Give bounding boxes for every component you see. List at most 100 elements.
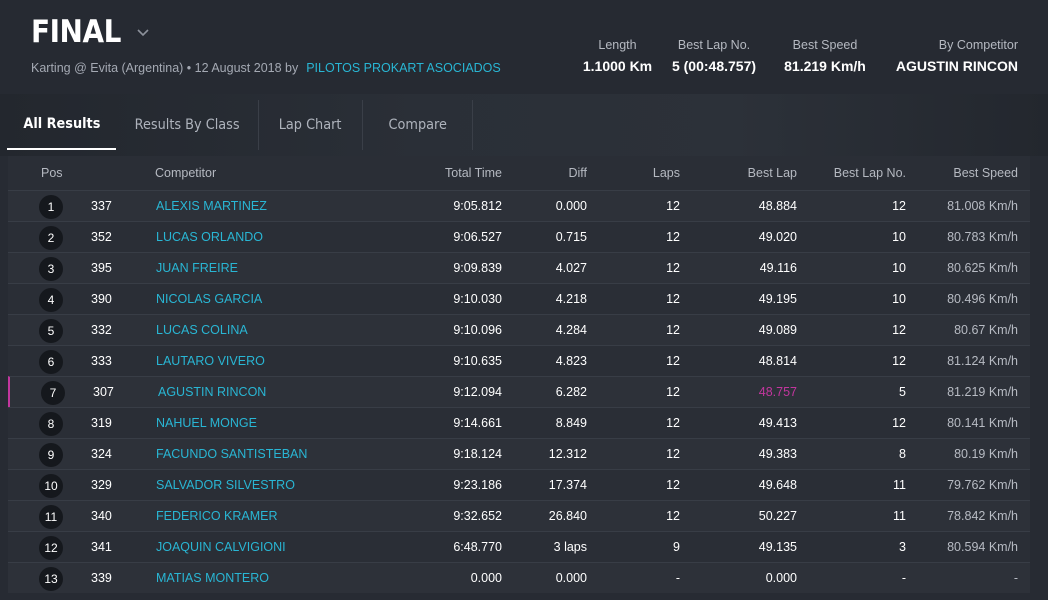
best-lap-no: 10 [892, 292, 906, 306]
col-competitor[interactable]: Competitor [155, 166, 217, 180]
col-laps[interactable]: Laps [652, 166, 680, 180]
laps: 12 [666, 230, 680, 244]
best-lap: 49.135 [758, 540, 797, 554]
tab-label: Compare [388, 117, 447, 133]
tab-label: All Results [22, 116, 101, 132]
table-row[interactable]: 12 341 JOAQUIN CALVIGIONI 6:48.770 3 laps 9 49… [8, 531, 1030, 562]
total-time: 9:10.030 [453, 292, 502, 306]
total-time: 9:14.661 [453, 416, 502, 430]
col-total-time[interactable]: Total Time [445, 166, 502, 180]
best-lap: 49.020 [758, 230, 797, 244]
best-speed: 80.67 Km/h [954, 323, 1018, 337]
kart-number: 340 [91, 509, 112, 523]
laps: 12 [666, 385, 680, 399]
kart-number: 390 [91, 292, 112, 306]
diff: 4.218 [555, 292, 587, 306]
best-speed: 80.19 Km/h [954, 447, 1018, 461]
stat-label: By Competitor [938, 38, 1018, 52]
best-lap-no: 10 [892, 230, 906, 244]
best-speed: 80.594 Km/h [947, 540, 1018, 554]
table-row[interactable]: 9 324 FACUNDO SANTISTEBAN 9:18.124 12.312 12 4… [8, 438, 1030, 469]
competitor-link[interactable]: NICOLAS GARCIA [156, 292, 263, 306]
title-row[interactable]: FINAL [31, 14, 151, 50]
table-row[interactable]: 5 332 LUCAS COLINA 9:10.096 4.284 12 49.089 12 8… [8, 314, 1030, 345]
tab-compare[interactable]: Compare [363, 100, 473, 150]
position-badge: 9 [39, 443, 63, 467]
competitor-link[interactable]: LUCAS ORLANDO [156, 230, 263, 244]
table-row[interactable]: 1 337 ALEXIS MARTINEZ 9:05.812 0.000 12 48.884… [8, 190, 1030, 221]
competitor-link[interactable]: SALVADOR SILVESTRO [156, 478, 295, 492]
tab-results-by-class[interactable]: Results By Class [116, 100, 259, 150]
stat-best-lap-no: Best Lap No. 5 (00:48.757) [664, 38, 764, 74]
best-speed: 81.219 Km/h [947, 385, 1018, 399]
diff: 6.282 [555, 385, 587, 399]
position-badge: 13 [39, 567, 63, 591]
best-speed: 80.141 Km/h [947, 416, 1018, 430]
best-speed: 78.842 Km/h [947, 509, 1018, 523]
stat-value: 5 (00:48.757) [671, 58, 757, 74]
col-diff[interactable]: Diff [568, 166, 587, 180]
chevron-down-icon[interactable] [135, 24, 151, 40]
total-time: 9:18.124 [453, 447, 502, 461]
best-speed: 80.496 Km/h [947, 292, 1018, 306]
best-lap-no: 5 [899, 385, 906, 399]
table-row[interactable]: 7 307 AGUSTIN RINCON 9:12.094 6.282 12 48.757 5… [8, 376, 1030, 407]
total-time: 0.000 [470, 571, 502, 585]
table-header: Pos Competitor Total Time Diff Laps Best… [8, 156, 1030, 190]
laps: 12 [666, 354, 680, 368]
kart-number: 307 [93, 385, 114, 399]
table-row[interactable]: 13 339 MATIAS MONTERO 0.000 0.000 - 0.000 - - [8, 562, 1030, 593]
col-best-lap[interactable]: Best Lap [747, 166, 797, 180]
stat-value: 81.219 Km/h [784, 58, 866, 74]
best-lap: 48.884 [758, 199, 797, 213]
kart-number: 333 [91, 354, 112, 368]
kart-number: 329 [91, 478, 112, 492]
tab-label: Results By Class [134, 117, 240, 133]
col-best-lap-no[interactable]: Best Lap No. [833, 166, 906, 180]
best-lap-no: 8 [899, 447, 906, 461]
best-lap: 0.000 [765, 571, 797, 585]
competitor-link[interactable]: ALEXIS MARTINEZ [156, 199, 267, 213]
table-body: 1 337 ALEXIS MARTINEZ 9:05.812 0.000 12 48.884… [8, 190, 1030, 593]
table-row[interactable]: 4 390 NICOLAS GARCIA 9:10.030 4.218 12 49.195 1… [8, 283, 1030, 314]
col-best-speed[interactable]: Best Speed [953, 166, 1018, 180]
competitor-link[interactable]: AGUSTIN RINCON [158, 385, 267, 399]
diff: 3 laps [553, 540, 587, 554]
diff: 0.000 [555, 199, 587, 213]
laps: 12 [666, 323, 680, 337]
organizer-link[interactable]: PILOTOS PROKART ASOCIADOS [306, 61, 501, 75]
laps: 9 [673, 540, 680, 554]
total-time: 9:10.635 [453, 354, 502, 368]
table-row[interactable]: 2 352 LUCAS ORLANDO 9:06.527 0.715 12 49.020 10… [8, 221, 1030, 252]
tab-all-results[interactable]: All Results [7, 100, 116, 150]
diff: 4.823 [555, 354, 587, 368]
table-row[interactable]: 8 319 NAHUEL MONGE 9:14.661 8.849 12 49.413 12 8… [8, 407, 1030, 438]
tab-label: Lap Chart [279, 117, 342, 133]
tab-lap-chart[interactable]: Lap Chart [259, 100, 363, 150]
competitor-link[interactable]: FACUNDO SANTISTEBAN [156, 447, 308, 461]
results-tabs: All Results Results By Class Lap Chart C… [0, 100, 473, 150]
competitor-link[interactable]: NAHUEL MONGE [156, 416, 257, 430]
laps: - [675, 571, 680, 585]
competitor-link[interactable]: LAUTARO VIVERO [156, 354, 265, 368]
position-badge: 4 [39, 288, 63, 312]
best-lap: 49.089 [758, 323, 797, 337]
results-table: Pos Competitor Total Time Diff Laps Best… [8, 156, 1030, 593]
table-row[interactable]: 11 340 FEDERICO KRAMER 9:32.652 26.840 12 50.2… [8, 500, 1030, 531]
competitor-link[interactable]: MATIAS MONTERO [156, 571, 269, 585]
table-row[interactable]: 10 329 SALVADOR SILVESTRO 9:23.186 17.374 12 4… [8, 469, 1030, 500]
competitor-link[interactable]: JUAN FREIRE [156, 261, 238, 275]
competitor-link[interactable]: LUCAS COLINA [156, 323, 248, 337]
total-time: 9:09.839 [453, 261, 502, 275]
table-row[interactable]: 6 333 LAUTARO VIVERO 9:10.635 4.823 12 48.814 1… [8, 345, 1030, 376]
competitor-link[interactable]: JOAQUIN CALVIGIONI [156, 540, 286, 554]
best-speed: 81.008 Km/h [947, 199, 1018, 213]
header: FINAL Karting @ Evita (Argentina) • 12 A… [0, 0, 1048, 100]
col-pos[interactable]: Pos [41, 166, 63, 180]
table-row[interactable]: 3 395 JUAN FREIRE 9:09.839 4.027 12 49.116 10 80… [8, 252, 1030, 283]
competitor-link[interactable]: FEDERICO KRAMER [156, 509, 278, 523]
stat-value: 1.1000 Km [582, 58, 653, 74]
kart-number: 332 [91, 323, 112, 337]
diff: 8.849 [555, 416, 587, 430]
stat-label: Best Speed [792, 38, 858, 52]
